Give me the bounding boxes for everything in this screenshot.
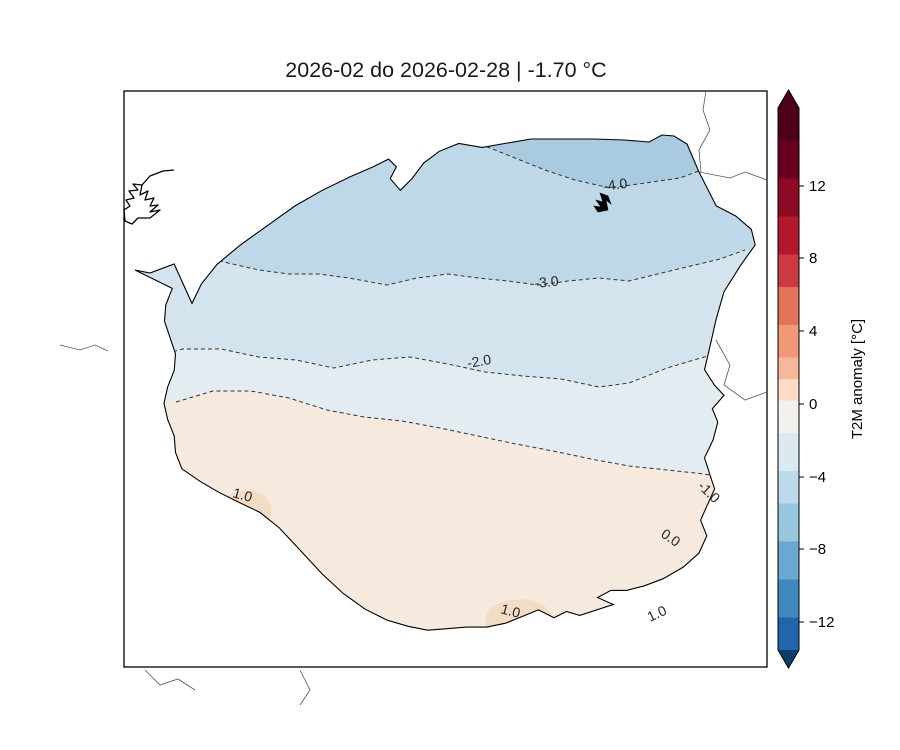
svg-text:T2M anomaly [°C]: T2M anomaly [°C]	[849, 319, 866, 439]
svg-text:0: 0	[809, 396, 817, 413]
svg-text:8: 8	[809, 250, 817, 267]
svg-text:-3.0: -3.0	[534, 273, 560, 291]
svg-text:4: 4	[809, 323, 817, 340]
svg-text:−12: −12	[809, 614, 834, 631]
svg-text:-4.0: -4.0	[602, 175, 628, 194]
svg-text:−8: −8	[809, 541, 826, 558]
svg-text:−4: −4	[809, 469, 826, 486]
svg-text:2026-02 do 2026-02-28 | -1.70: 2026-02 do 2026-02-28 | -1.70 °C	[285, 58, 606, 82]
svg-text:12: 12	[809, 178, 826, 195]
